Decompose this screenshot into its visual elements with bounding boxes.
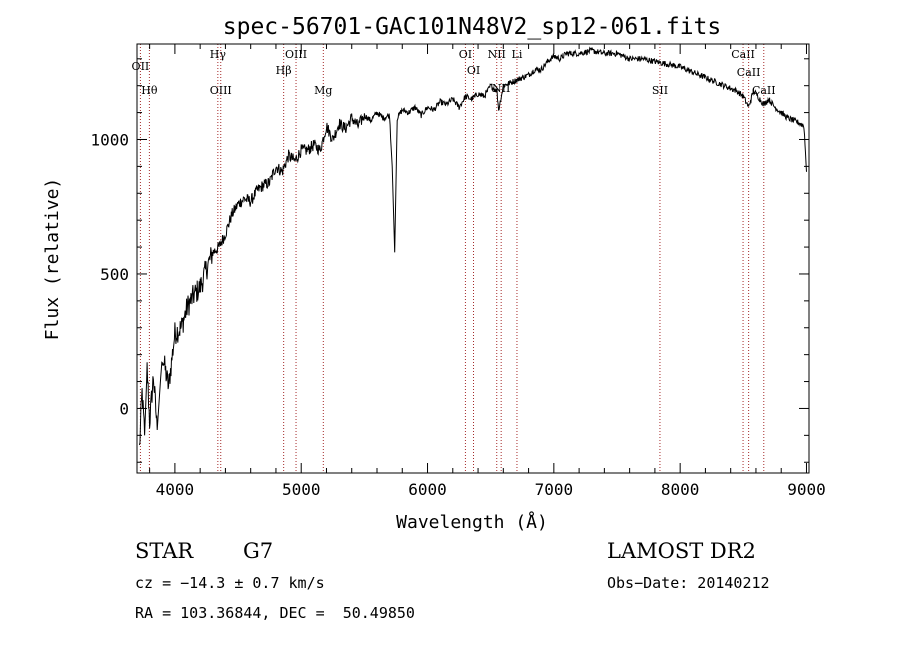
line-label: Hθ	[141, 84, 158, 97]
line-label: Li	[512, 48, 523, 61]
y-tick-label: 0	[119, 399, 129, 418]
spectrum-series	[139, 46, 807, 446]
y-tick-label: 500	[100, 265, 129, 284]
line-label: OI	[459, 48, 472, 61]
line-label: CaII	[737, 66, 761, 79]
line-label: SII	[652, 84, 668, 97]
line-label: CaII	[752, 84, 776, 97]
plot-frame	[136, 43, 810, 474]
y-axis-label: Flux (relative)	[42, 178, 63, 341]
x-tick-label: 8000	[661, 480, 700, 499]
x-tick-label: 5000	[282, 480, 321, 499]
survey-name: LAMOST DR2	[607, 539, 756, 563]
x-axis-label: Wavelength (Å)	[396, 511, 548, 533]
line-label: CaII	[731, 48, 755, 61]
x-tick-label: 9000	[787, 480, 826, 499]
y-tick-label: 1000	[90, 130, 129, 149]
coordinates: RA = 103.36844, DEC = 50.49850	[135, 604, 415, 622]
chart-title: spec-56701-GAC101N48V2_sp12-061.fits	[223, 14, 722, 40]
object-class: STAR	[135, 539, 194, 563]
spectrum-line	[139, 46, 807, 446]
line-label: Mg	[314, 84, 332, 97]
observation-date: Obs−Date: 20140212	[607, 574, 770, 592]
line-label: Hβ	[276, 64, 292, 77]
line-label: OIII	[210, 84, 232, 97]
spectral-line-markers: OIIHθHγOIIIHβOIIIMgOIOINIINIILiSIICaIICa…	[132, 44, 776, 473]
object-subclass: G7	[243, 539, 274, 563]
line-label: OII	[132, 60, 150, 73]
axis-ticks: 4000 5000 6000 7000 8000 9000 0 500 1000	[90, 44, 826, 499]
redshift-cz: cz = −14.3 ± 0.7 km/s	[135, 574, 325, 592]
x-tick-label: 6000	[408, 480, 447, 499]
line-label: Hγ	[210, 48, 227, 61]
line-label: OI	[467, 64, 480, 77]
x-tick-label: 7000	[535, 480, 574, 499]
line-label: OIII	[285, 48, 307, 61]
x-tick-label: 4000	[156, 480, 195, 499]
line-label: NII	[488, 48, 506, 61]
